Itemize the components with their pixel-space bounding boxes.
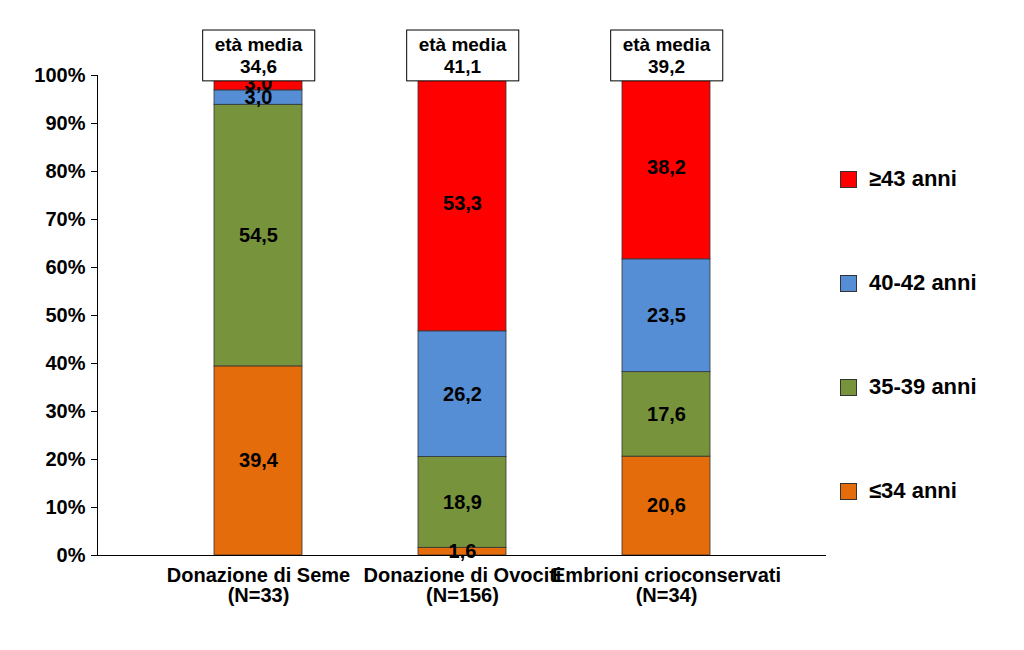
svg-text:60%: 60%: [45, 256, 85, 278]
html-text:≥43 anni: ≥43 anni: [869, 166, 957, 191]
svg-text:80%: 80%: [45, 160, 85, 182]
svg-text:90%: 90%: [45, 112, 85, 134]
svg-text:1,6: 1,6: [449, 540, 477, 562]
svg-text:Donazione di Ovociti(N=156): Donazione di Ovociti(N=156): [364, 564, 562, 606]
svg-text:17,6: 17,6: [647, 403, 686, 425]
svg-text:23,5: 23,5: [647, 304, 686, 326]
svg-text:50%: 50%: [45, 304, 85, 326]
svg-text:53,3: 53,3: [443, 192, 482, 214]
svg-text:età media34,6: età media34,6: [215, 34, 303, 77]
svg-text:età media41,1: età media41,1: [419, 34, 507, 77]
svg-text:10%: 10%: [45, 496, 85, 518]
svg-text:Embrioni crioconservati(N=34): Embrioni crioconservati(N=34): [552, 564, 781, 606]
svg-text:30%: 30%: [45, 400, 85, 422]
html-text:40-42 anni: 40-42 anni: [869, 270, 977, 295]
svg-text:38,2: 38,2: [647, 156, 686, 178]
svg-text:100%: 100%: [34, 64, 85, 86]
html-text:≤34 anni: ≤34 anni: [869, 478, 957, 503]
svg-text:26,2: 26,2: [443, 383, 482, 405]
svg-text:3,0: 3,0: [244, 86, 273, 108]
svg-text:Donazione di Seme(N=33): Donazione di Seme(N=33): [167, 564, 350, 606]
svg-text:20%: 20%: [45, 448, 85, 470]
svg-text:3,0: 3,0: [244, 71, 273, 94]
svg-text:70%: 70%: [45, 208, 85, 230]
svg-text:20,6: 20,6: [647, 494, 686, 516]
svg-text:0%: 0%: [57, 544, 86, 566]
svg-text:54,5: 54,5: [239, 224, 278, 246]
html-text:35-39 anni: 35-39 anni: [869, 374, 977, 399]
svg-text:età media39,2: età media39,2: [623, 34, 711, 77]
svg-text:40%: 40%: [45, 352, 85, 374]
svg-text:18,9: 18,9: [443, 491, 482, 513]
svg-text:39,4: 39,4: [239, 449, 279, 471]
